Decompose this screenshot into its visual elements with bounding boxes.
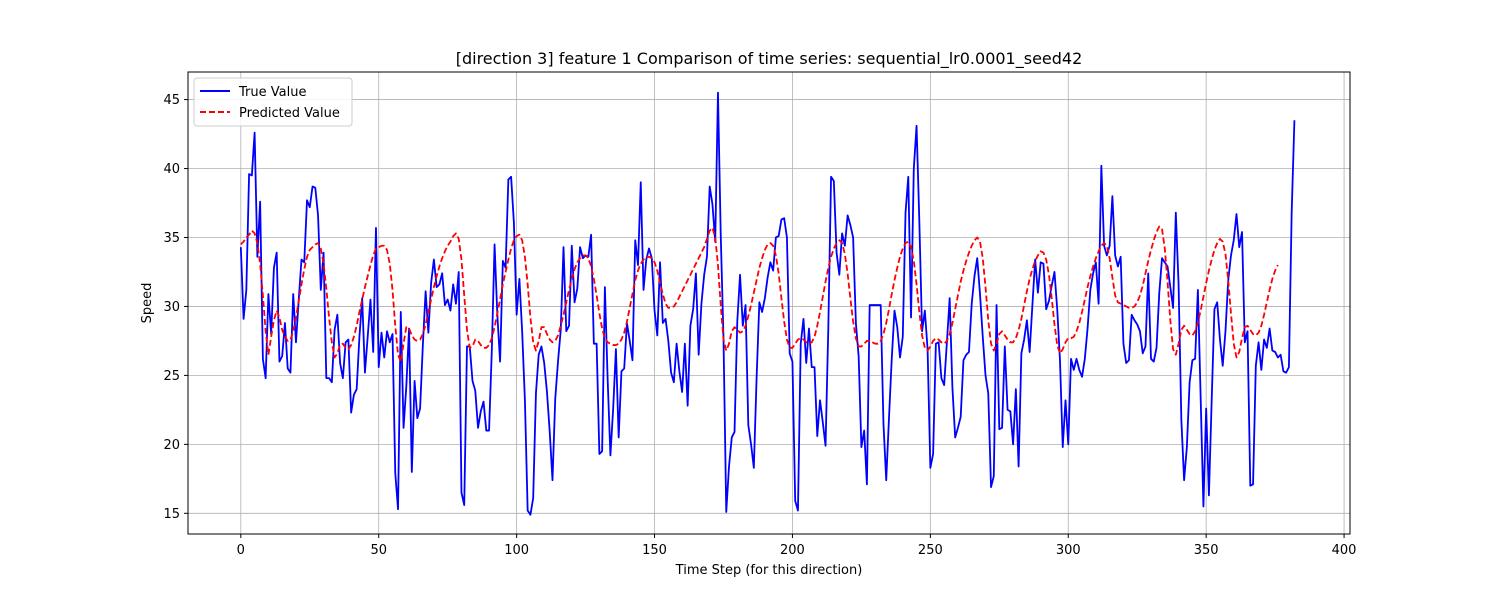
plot-frame: [187, 71, 1351, 535]
y-axis-label: Speed: [140, 283, 155, 324]
true-value-line: [239, 91, 1296, 516]
y-tick-label: 30: [163, 300, 180, 315]
y-tick-label: 20: [163, 438, 180, 453]
x-tick-label: 250: [918, 543, 943, 558]
y-tick-label: 35: [163, 231, 180, 246]
x-tick-label: 350: [1194, 543, 1219, 558]
x-tick-label: 400: [1332, 543, 1357, 558]
legend-box: [193, 77, 353, 127]
x-tick-label: 0: [237, 543, 245, 558]
x-tick-label: 50: [370, 543, 387, 558]
y-tick-label: 25: [163, 369, 180, 384]
legend-predicted-label: Predicted Value: [239, 106, 340, 121]
y-tick-label: 40: [163, 162, 180, 177]
x-tick-label: 300: [1056, 543, 1081, 558]
x-axis-label: Time Step (for this direction): [675, 563, 863, 578]
y-tick-label: 45: [163, 93, 180, 108]
x-tick-label: 200: [780, 543, 805, 558]
grid: [188, 72, 1350, 534]
series-lines: [239, 91, 1296, 516]
axis-ticks: 0 50 100 150 200 250 300 350 400 15 20 25 30 35 40 45: [163, 93, 1356, 558]
y-tick-label: 15: [163, 507, 180, 522]
x-tick-label: 150: [642, 543, 667, 558]
legend-true-label: True Value: [238, 85, 306, 100]
legend: True Value Predicted Value: [193, 77, 353, 127]
predicted-value-line: [240, 225, 1279, 363]
chart-title: [direction 3] feature 1 Comparison of ti…: [456, 49, 1083, 69]
x-tick-label: 100: [504, 543, 529, 558]
